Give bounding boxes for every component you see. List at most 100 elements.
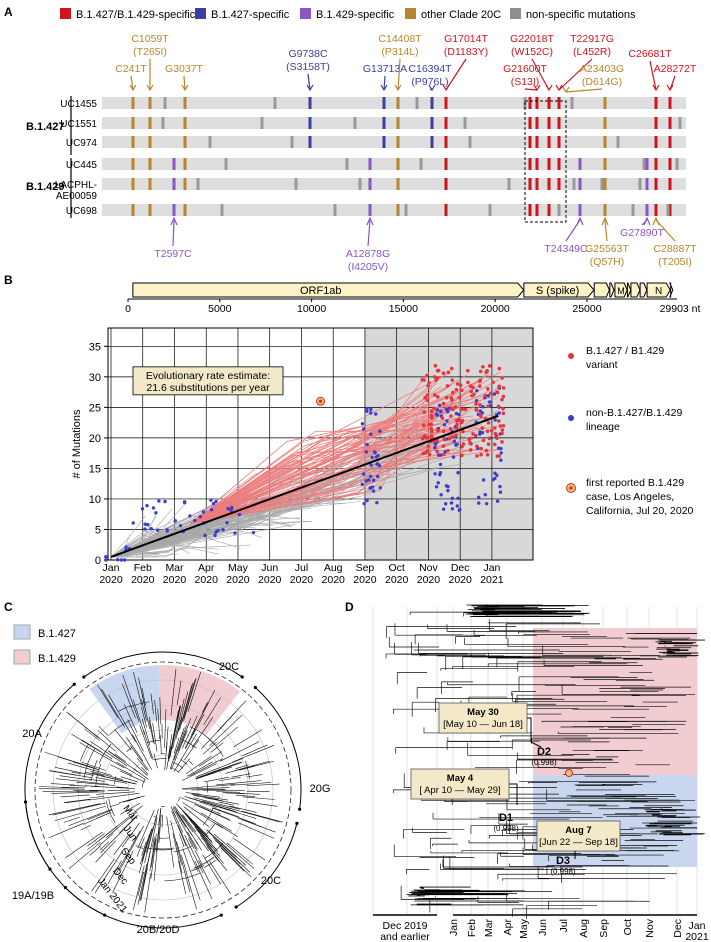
tree-branch: [172, 807, 198, 851]
y-tick-label: 35: [89, 341, 101, 353]
tree-branch: [97, 684, 119, 718]
tree-branch: [60, 794, 90, 798]
variant-point: [426, 444, 431, 448]
variant-point: [469, 389, 474, 394]
mutation-mark: [396, 97, 400, 109]
non-variant-point: [499, 446, 503, 451]
plot-frame: [107, 327, 534, 561]
tree-branch: [95, 777, 128, 784]
mutation-label-aa: (P976L): [411, 76, 448, 88]
tree-branch: [205, 843, 228, 871]
tree-branch: [141, 841, 147, 856]
accessory-gene: [639, 282, 648, 298]
variant-point: [444, 395, 449, 400]
variant-point: [435, 449, 439, 454]
mutation-label: C14408T: [378, 33, 422, 45]
axis-month-label: Oct: [622, 919, 634, 935]
tree-branch: [194, 860, 213, 899]
mutation-mark: [444, 178, 448, 190]
tree-branch: [63, 816, 81, 823]
lineage-label-b1427: B.1.427: [26, 121, 65, 133]
variant-point: [430, 429, 434, 434]
arrow-head: [545, 84, 553, 92]
mutation-mark: [183, 117, 187, 129]
legend-swatch: [510, 8, 521, 19]
variant-point: [484, 370, 488, 374]
trend-line: [110, 414, 499, 558]
mutation-mark: [678, 117, 682, 129]
tree-branch: [154, 699, 157, 722]
sample-label: UC1551: [60, 119, 97, 130]
variant-line: [190, 386, 500, 524]
tree-branch: [94, 847, 125, 893]
tree-branch: [150, 693, 154, 714]
mutation-label-aa: (T265I): [133, 46, 167, 58]
tree-branch: [232, 745, 275, 763]
tree-branch: [235, 794, 255, 797]
tree-arc: [173, 845, 193, 853]
chart-legend-label: first reported B.1.429: [586, 477, 684, 489]
tree-branch: [136, 837, 145, 857]
non-variant-point: [493, 418, 497, 422]
mutation-label: G3037T: [165, 63, 204, 75]
tree-branch: [143, 851, 151, 885]
axis-month-label: Jan: [448, 919, 460, 936]
tree-branch: [198, 751, 222, 767]
non-variant-point: [446, 488, 450, 493]
mutation-mark: [528, 117, 532, 129]
tree-branch: [178, 860, 187, 894]
time-tree: May 30[May 10 — Jun 18] May 4[ Apr 10 — M…: [372, 604, 709, 942]
mutation-arrow: [604, 219, 608, 242]
tree-legend-label: B.1.429: [38, 653, 76, 665]
variant-line: [190, 380, 458, 524]
tree-branch: [125, 737, 144, 762]
mutation-mark: [528, 158, 532, 170]
variant-point: [485, 429, 490, 434]
variant-point: [422, 433, 427, 438]
arrow-head: [442, 84, 450, 92]
tree-branch: [122, 822, 140, 848]
tree-branch: [48, 823, 84, 839]
mutation-mark: [353, 117, 357, 129]
genome-tick-label: 10000: [297, 303, 326, 315]
variant-point: [441, 371, 446, 375]
tree-branch: [107, 860, 122, 885]
mutation-tracks: UC1455 UC1551 UC974 UC445 LACPHL- UC698 AE0005…: [55, 97, 686, 217]
non-variant-point: [442, 423, 447, 427]
mutation-arrow: [397, 58, 401, 91]
tree-branch: [186, 873, 197, 910]
non-variant-point: [454, 411, 459, 416]
non-variant-point: [484, 501, 489, 506]
tree-arc: [206, 781, 208, 793]
tree-branch: [189, 758, 224, 777]
tree-arc: [80, 744, 89, 762]
tree-branch: [173, 733, 197, 772]
tree-branch: [200, 834, 224, 864]
mutation-mark: [535, 136, 539, 148]
non-variant-point: [368, 486, 372, 490]
variant-point: [461, 407, 466, 411]
tree-arc: [91, 760, 98, 781]
variant-line: [190, 416, 492, 524]
node-d2-box-range: [May 10 — Jun 18]: [443, 719, 523, 730]
variant-point: [501, 423, 506, 428]
non-variant-point: [375, 500, 379, 505]
arrow-head: [533, 84, 541, 92]
non-variant-point: [486, 394, 491, 398]
variant-point: [454, 387, 459, 392]
tree-arc: [118, 704, 132, 712]
mutation-mark: [273, 97, 277, 109]
chart-legend-label: case, Los Angeles,: [586, 491, 674, 503]
clade-arc-end: [82, 675, 86, 679]
mutation-mark: [557, 178, 561, 190]
tree-branch: [184, 729, 196, 749]
clade-arc: [235, 823, 298, 908]
clade-arc-end: [72, 682, 76, 686]
tree-branch: [139, 725, 152, 759]
variant-point: [457, 417, 461, 422]
variant-point: [446, 448, 450, 453]
mutation-label-aa: (D614G): [582, 76, 622, 88]
tree-branch: [233, 729, 263, 748]
variant-point: [489, 391, 493, 396]
mutation-labels: C241T C1059T(T265I) G3037T G9738C(S3158T) G1…: [115, 33, 697, 273]
